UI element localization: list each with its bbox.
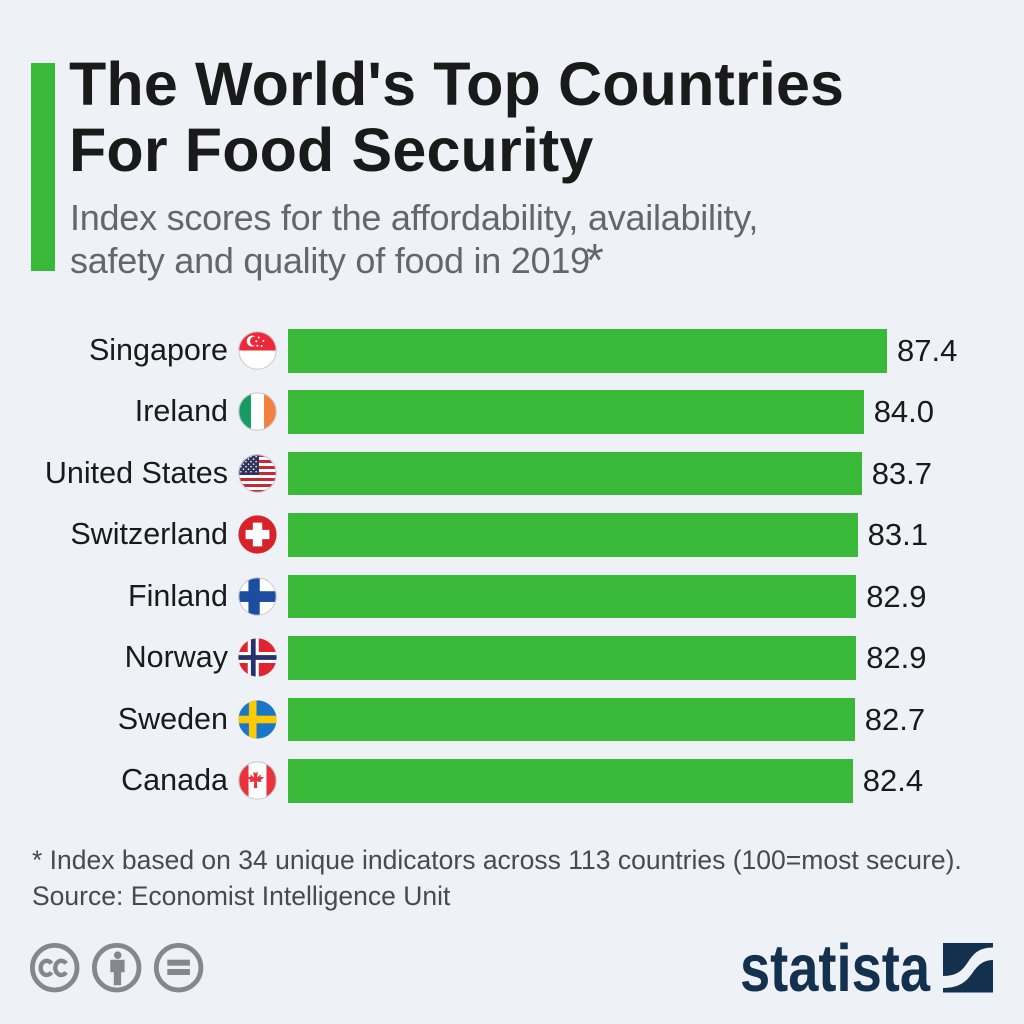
svg-text:statista: statista (740, 935, 931, 997)
